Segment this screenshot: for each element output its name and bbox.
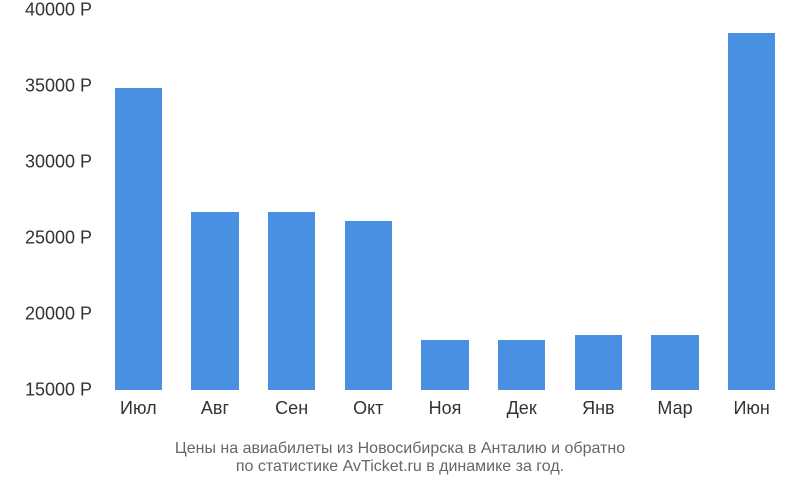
bar	[345, 221, 393, 390]
bar	[728, 33, 776, 390]
bar	[421, 340, 469, 390]
bar	[575, 335, 623, 390]
x-tick-label: Ноя	[429, 390, 462, 419]
y-tick-label: 30000 Р	[25, 152, 100, 173]
x-tick-label: Окт	[353, 390, 383, 419]
x-tick-label: Янв	[582, 390, 615, 419]
bar	[498, 340, 546, 390]
x-tick-label: Авг	[201, 390, 229, 419]
y-tick-label: 40000 Р	[25, 0, 100, 21]
bar	[651, 335, 699, 390]
x-tick-label: Дек	[507, 390, 537, 419]
caption-line: Цены на авиабилеты из Новосибирска в Ант…	[0, 440, 800, 458]
caption-line: по статистике AvTicket.ru в динамике за …	[0, 458, 800, 476]
x-tick-label: Мар	[657, 390, 692, 419]
bar	[191, 212, 239, 390]
x-tick-label: Сен	[275, 390, 308, 419]
x-tick-label: Июн	[733, 390, 769, 419]
y-tick-label: 25000 Р	[25, 228, 100, 249]
x-tick-label: Июл	[120, 390, 157, 419]
y-tick-label: 15000 Р	[25, 380, 100, 401]
plot-area: 15000 Р20000 Р25000 Р30000 Р35000 Р40000…	[100, 10, 790, 390]
price-chart: 15000 Р 20000 Р 25000 Р 30000 Р 35000 Р 40000…	[0, 0, 800, 500]
bar	[268, 212, 316, 390]
bar	[115, 88, 163, 390]
y-tick-label: 35000 Р	[25, 76, 100, 97]
chart-caption: Цены на авиабилеты из Новосибирска в Ант…	[0, 440, 800, 476]
y-tick-label: 20000 Р	[25, 304, 100, 325]
